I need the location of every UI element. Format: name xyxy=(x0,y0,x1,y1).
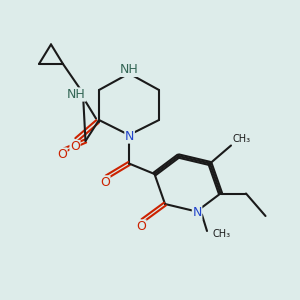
Text: O: O xyxy=(136,220,146,233)
Text: O: O xyxy=(57,148,67,161)
Text: NH: NH xyxy=(120,63,138,76)
Text: N: N xyxy=(125,130,134,143)
Text: NH: NH xyxy=(67,88,86,101)
Text: CH₃: CH₃ xyxy=(212,229,230,239)
Text: O: O xyxy=(70,140,80,154)
Text: O: O xyxy=(100,176,110,189)
Text: N: N xyxy=(192,206,202,220)
Text: CH₃: CH₃ xyxy=(232,134,250,144)
